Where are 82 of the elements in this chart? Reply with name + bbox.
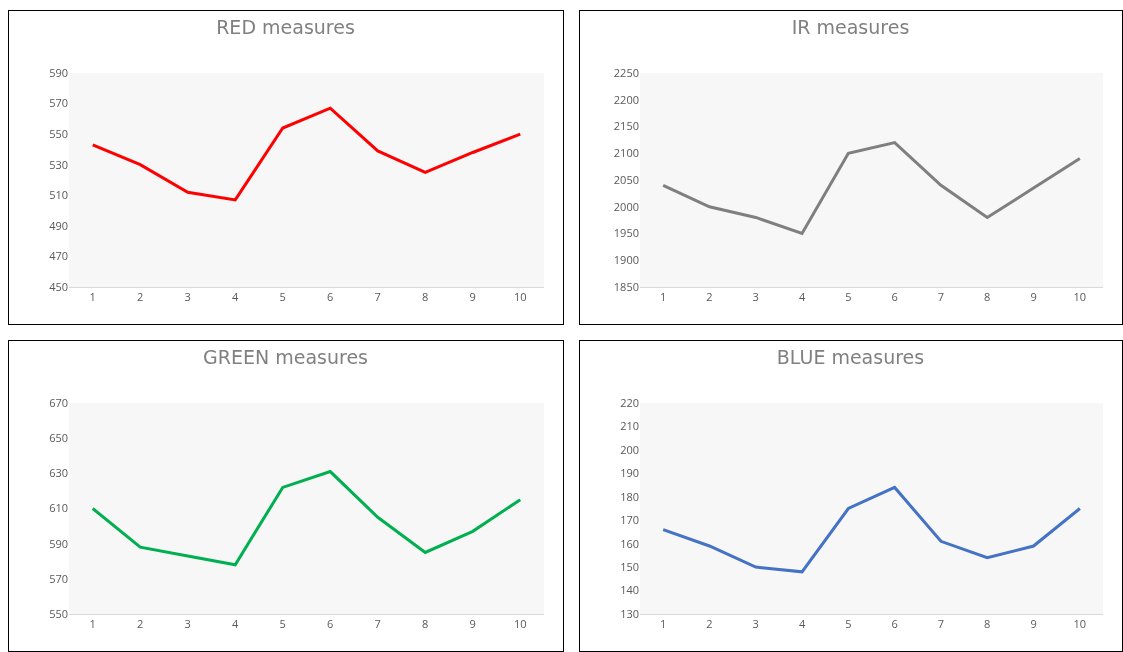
y-tick-label: 2200 bbox=[613, 91, 639, 107]
x-tick-label: 2 bbox=[137, 289, 144, 305]
x-tick-label: 6 bbox=[327, 289, 334, 305]
x-tick-label: 6 bbox=[327, 616, 334, 632]
x-tick-label: 1 bbox=[89, 616, 96, 632]
x-tick-label: 7 bbox=[374, 289, 381, 305]
x-tick-label: 8 bbox=[422, 616, 429, 632]
y-tick-label: 670 bbox=[49, 394, 68, 410]
x-tick-label: 4 bbox=[798, 289, 806, 305]
y-tick-label: 2100 bbox=[613, 145, 639, 161]
x-tick-label: 5 bbox=[279, 616, 286, 632]
y-tick-label: 1850 bbox=[613, 278, 639, 294]
y-tick-label: 2150 bbox=[613, 118, 639, 134]
x-tick-label: 1 bbox=[660, 616, 667, 632]
x-tick-label: 5 bbox=[845, 289, 852, 305]
y-tick-label: 170 bbox=[620, 512, 639, 528]
x-tick-label: 8 bbox=[422, 289, 429, 305]
y-tick-label: 140 bbox=[620, 582, 639, 598]
y-tick-label: 190 bbox=[620, 465, 639, 481]
x-tick-label: 6 bbox=[891, 289, 898, 305]
x-tick-label: 4 bbox=[232, 289, 240, 305]
x-tick-label: 10 bbox=[513, 289, 527, 305]
x-tick-label: 10 bbox=[513, 616, 527, 632]
x-tick-label: 5 bbox=[845, 616, 852, 632]
y-tick-label: 130 bbox=[620, 605, 639, 621]
x-tick-label: 6 bbox=[891, 616, 898, 632]
x-tick-label: 3 bbox=[752, 289, 759, 305]
y-tick-label: 550 bbox=[49, 125, 68, 141]
x-tick-label: 10 bbox=[1073, 289, 1087, 305]
y-tick-label: 490 bbox=[49, 217, 68, 233]
y-tick-label: 1900 bbox=[613, 252, 639, 268]
x-tick-label: 5 bbox=[279, 289, 286, 305]
y-tick-label: 570 bbox=[49, 570, 68, 586]
y-tick-label: 200 bbox=[620, 441, 639, 457]
y-tick-label: 450 bbox=[49, 278, 68, 294]
y-tick-label: 590 bbox=[49, 64, 68, 80]
x-tick-label: 7 bbox=[374, 616, 381, 632]
x-tick-label: 4 bbox=[232, 616, 240, 632]
y-tick-label: 530 bbox=[49, 156, 68, 172]
y-tick-label: 160 bbox=[620, 535, 639, 551]
chart-title: GREEN measures bbox=[203, 345, 368, 368]
line-series bbox=[91, 470, 522, 567]
x-tick-label: 7 bbox=[937, 289, 945, 305]
x-tick-label: 2 bbox=[706, 616, 713, 632]
y-tick-label: 220 bbox=[620, 394, 639, 410]
chart-title: RED measures bbox=[216, 15, 355, 38]
x-tick-label: 4 bbox=[798, 616, 806, 632]
y-tick-label: 550 bbox=[49, 605, 68, 621]
y-tick-label: 2000 bbox=[613, 198, 639, 214]
x-tick-label: 8 bbox=[984, 616, 991, 632]
y-tick-label: 470 bbox=[49, 248, 68, 264]
y-tick-label: 210 bbox=[620, 418, 639, 434]
x-tick-label: 3 bbox=[184, 616, 191, 632]
x-tick-label: 2 bbox=[706, 289, 713, 305]
y-tick-label: 610 bbox=[49, 500, 68, 516]
x-tick-label: 3 bbox=[752, 616, 759, 632]
line-series bbox=[661, 141, 1082, 235]
y-tick-label: 510 bbox=[49, 187, 68, 203]
y-tick-label: 1950 bbox=[613, 225, 639, 241]
y-tick-label: 2050 bbox=[613, 171, 639, 187]
chart-title: BLUE measures bbox=[776, 345, 925, 368]
line-series bbox=[661, 485, 1082, 574]
x-tick-label: 7 bbox=[937, 616, 945, 632]
y-tick-label: 180 bbox=[620, 488, 639, 504]
y-tick-label: 2250 bbox=[613, 64, 639, 80]
y-tick-label: 150 bbox=[620, 558, 639, 574]
x-tick-label: 1 bbox=[89, 289, 96, 305]
y-tick-label: 650 bbox=[49, 430, 68, 446]
x-tick-label: 10 bbox=[1073, 616, 1087, 632]
line-series bbox=[91, 106, 522, 202]
x-tick-label: 9 bbox=[469, 289, 476, 305]
chart-title: IR measures bbox=[791, 15, 910, 38]
x-tick-label: 9 bbox=[469, 616, 476, 632]
x-tick-label: 8 bbox=[984, 289, 991, 305]
x-tick-label: 9 bbox=[1030, 289, 1037, 305]
y-tick-label: 590 bbox=[49, 535, 68, 551]
x-tick-label: 9 bbox=[1030, 616, 1037, 632]
y-tick-label: 630 bbox=[49, 465, 68, 481]
x-tick-label: 3 bbox=[184, 289, 191, 305]
y-tick-label: 570 bbox=[49, 95, 68, 111]
x-tick-label: 1 bbox=[660, 289, 667, 305]
x-tick-label: 2 bbox=[137, 616, 144, 632]
